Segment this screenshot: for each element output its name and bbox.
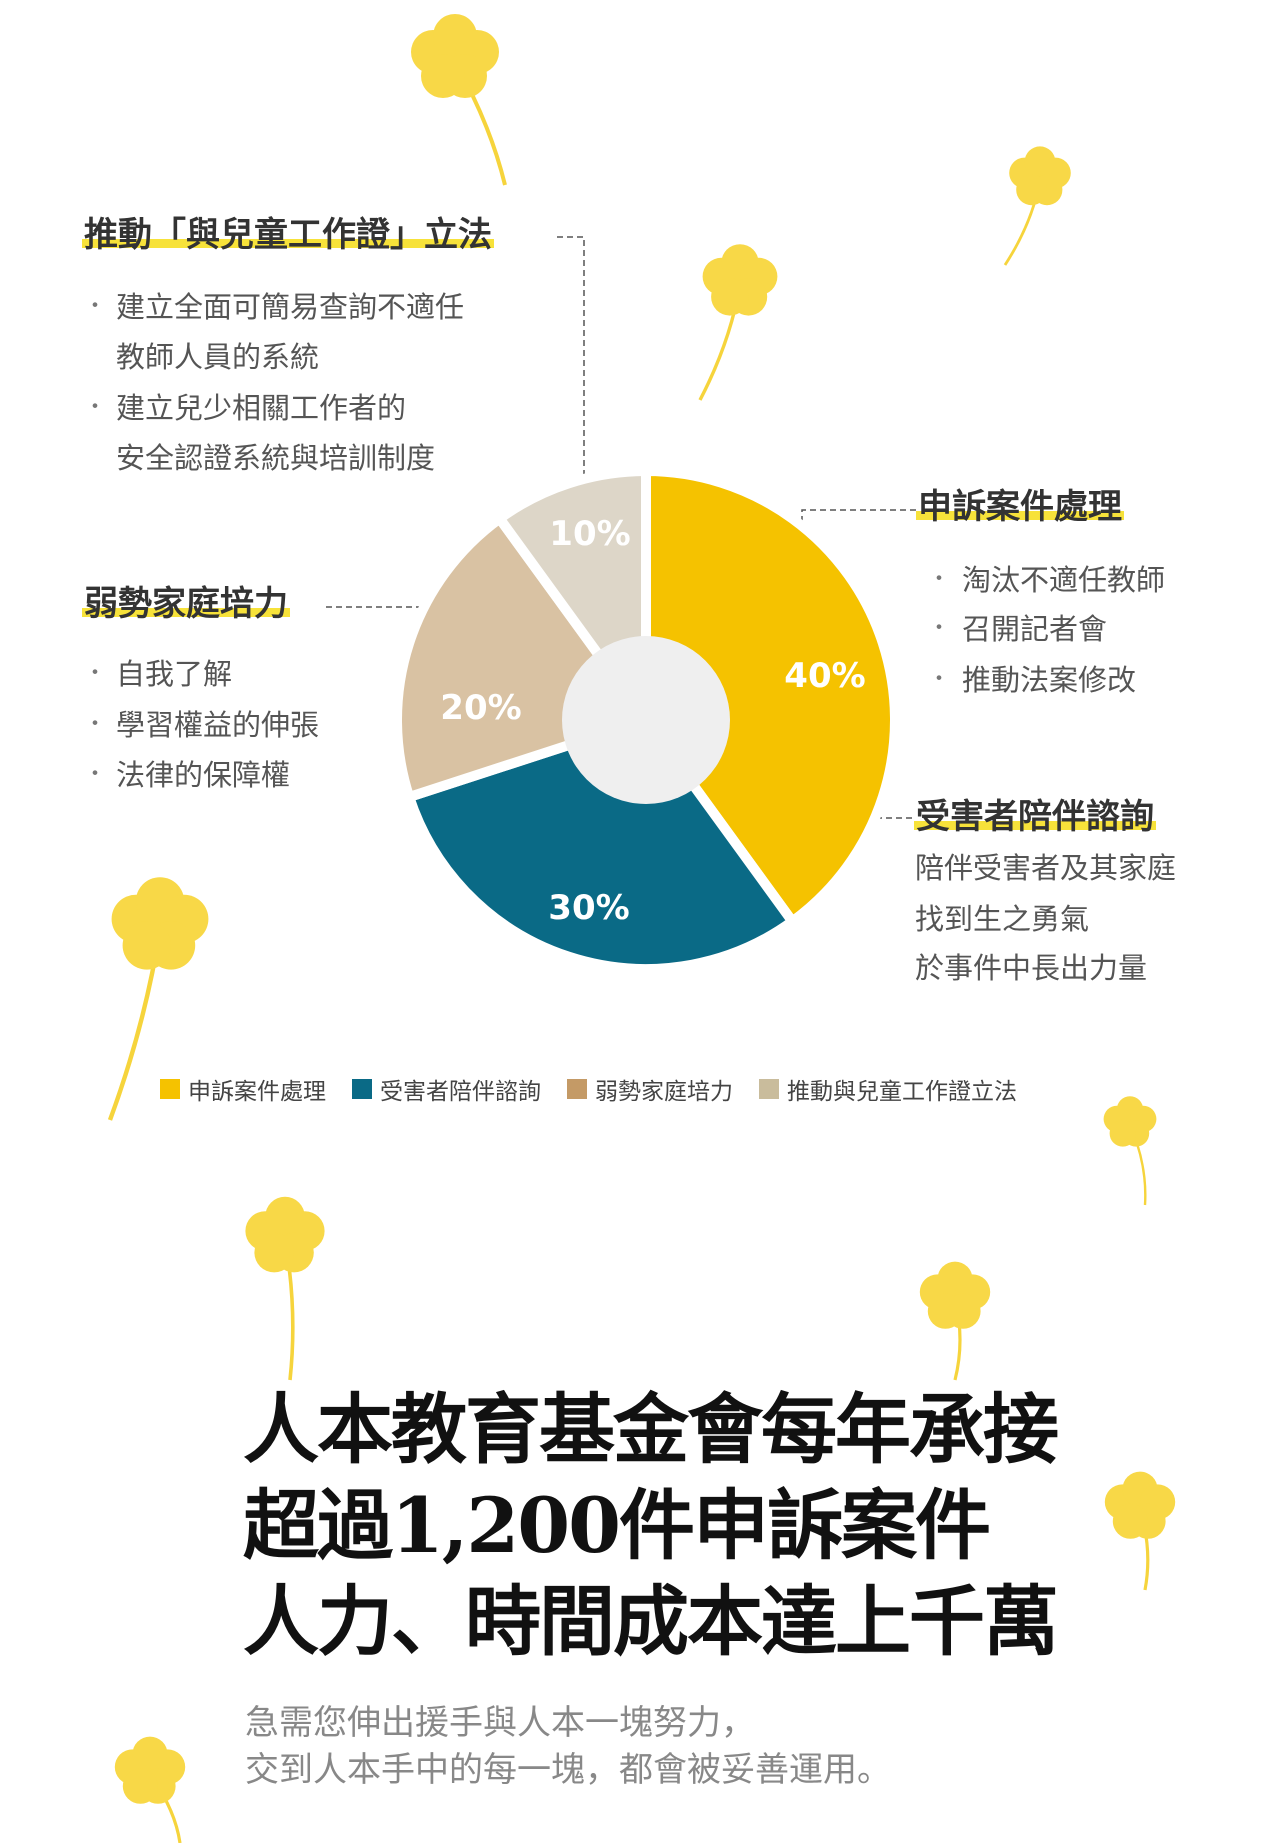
legend-item-complaint: 申訴案件處理 — [160, 1072, 326, 1106]
callout-item: 學習權益的伸張 — [116, 708, 320, 742]
flower-icon — [114, 1736, 186, 1843]
callout-item: 淘汰不適任教師 — [962, 563, 1166, 597]
legend-label: 推動與兒童工作證立法 — [787, 1079, 1017, 1105]
pct-label-law: 10% — [549, 514, 631, 554]
flower-icon — [1003, 146, 1071, 266]
callout-line: 陪伴受害者及其家庭 — [915, 851, 1177, 885]
slice-complaint — [641, 466, 900, 927]
callout-item: 法律的保障權 — [116, 758, 291, 792]
legend-item-victim: 受害者陪伴諮詢 — [352, 1072, 541, 1106]
callout-item: 教師人員的系統 — [116, 340, 320, 374]
callout-item: 自我了解 — [116, 657, 233, 691]
callout-title-family: 弱勢家庭培力 — [82, 584, 290, 624]
legend-label: 受害者陪伴諮詢 — [380, 1079, 541, 1105]
flower-icon — [698, 244, 778, 401]
bullet: ・ — [84, 712, 107, 737]
subtext-line: 交到人本手中的每一塊，都會被妥善運用。 — [245, 1750, 891, 1790]
bullet: ・ — [84, 395, 107, 420]
flower-icon — [1103, 1096, 1157, 1206]
bullet: ・ — [84, 294, 107, 319]
pct-label-victim: 30% — [548, 888, 630, 928]
legend-swatch — [160, 1079, 180, 1099]
flower-icon — [107, 877, 209, 1121]
callout-title-law: 推動「與兒童工作證」立法 — [82, 215, 494, 255]
bullet: ・ — [928, 567, 951, 592]
headline-line: 人本教育基金會每年承接 — [243, 1385, 1059, 1474]
callout-item: 召開記者會 — [962, 612, 1108, 646]
callout-item: 建立兒少相關工作者的 — [116, 391, 407, 425]
legend-item-law: 推動與兒童工作證立法 — [759, 1072, 1017, 1106]
chart-legend: 申訴案件處理 受害者陪伴諮詢 弱勢家庭培力 推動與兒童工作證立法 — [160, 1072, 1017, 1106]
flower-icon — [919, 1261, 991, 1381]
callout-line: 於事件中長出力量 — [915, 951, 1148, 985]
legend-label: 申訴案件處理 — [188, 1079, 326, 1105]
pct-label-complaint: 40% — [784, 656, 866, 696]
callout-item: 建立全面可簡易查詢不適任 — [116, 290, 465, 324]
callout-title-victim: 受害者陪伴諮詢 — [914, 797, 1156, 837]
headline-line: 超過1,200件申訴案件 — [243, 1481, 991, 1570]
bullet: ・ — [928, 667, 951, 692]
subtext-line: 急需您伸出援手與人本一塊努力， — [245, 1703, 755, 1743]
callout-item: 安全認證系統與培訓制度 — [116, 441, 436, 475]
headline-line: 人力、時間成本達上千萬 — [243, 1577, 1059, 1666]
callout-line: 找到生之勇氣 — [915, 902, 1090, 936]
bullet: ・ — [928, 616, 951, 641]
flower-icon — [245, 1196, 325, 1381]
legend-label: 弱勢家庭培力 — [595, 1079, 733, 1105]
legend-item-family: 弱勢家庭培力 — [567, 1072, 733, 1106]
donut-hole — [562, 636, 730, 804]
callout-title-complaint: 申訴案件處理 — [916, 487, 1124, 527]
legend-swatch — [352, 1079, 372, 1099]
legend-swatch — [567, 1079, 587, 1099]
slice-victim — [404, 715, 798, 974]
legend-swatch — [759, 1079, 779, 1099]
flower-icon — [1104, 1471, 1176, 1591]
flower-icon — [411, 14, 507, 186]
bullet: ・ — [84, 762, 107, 787]
bullet: ・ — [84, 661, 107, 686]
pct-label-family: 20% — [440, 688, 522, 728]
callout-item: 推動法案修改 — [962, 663, 1137, 697]
